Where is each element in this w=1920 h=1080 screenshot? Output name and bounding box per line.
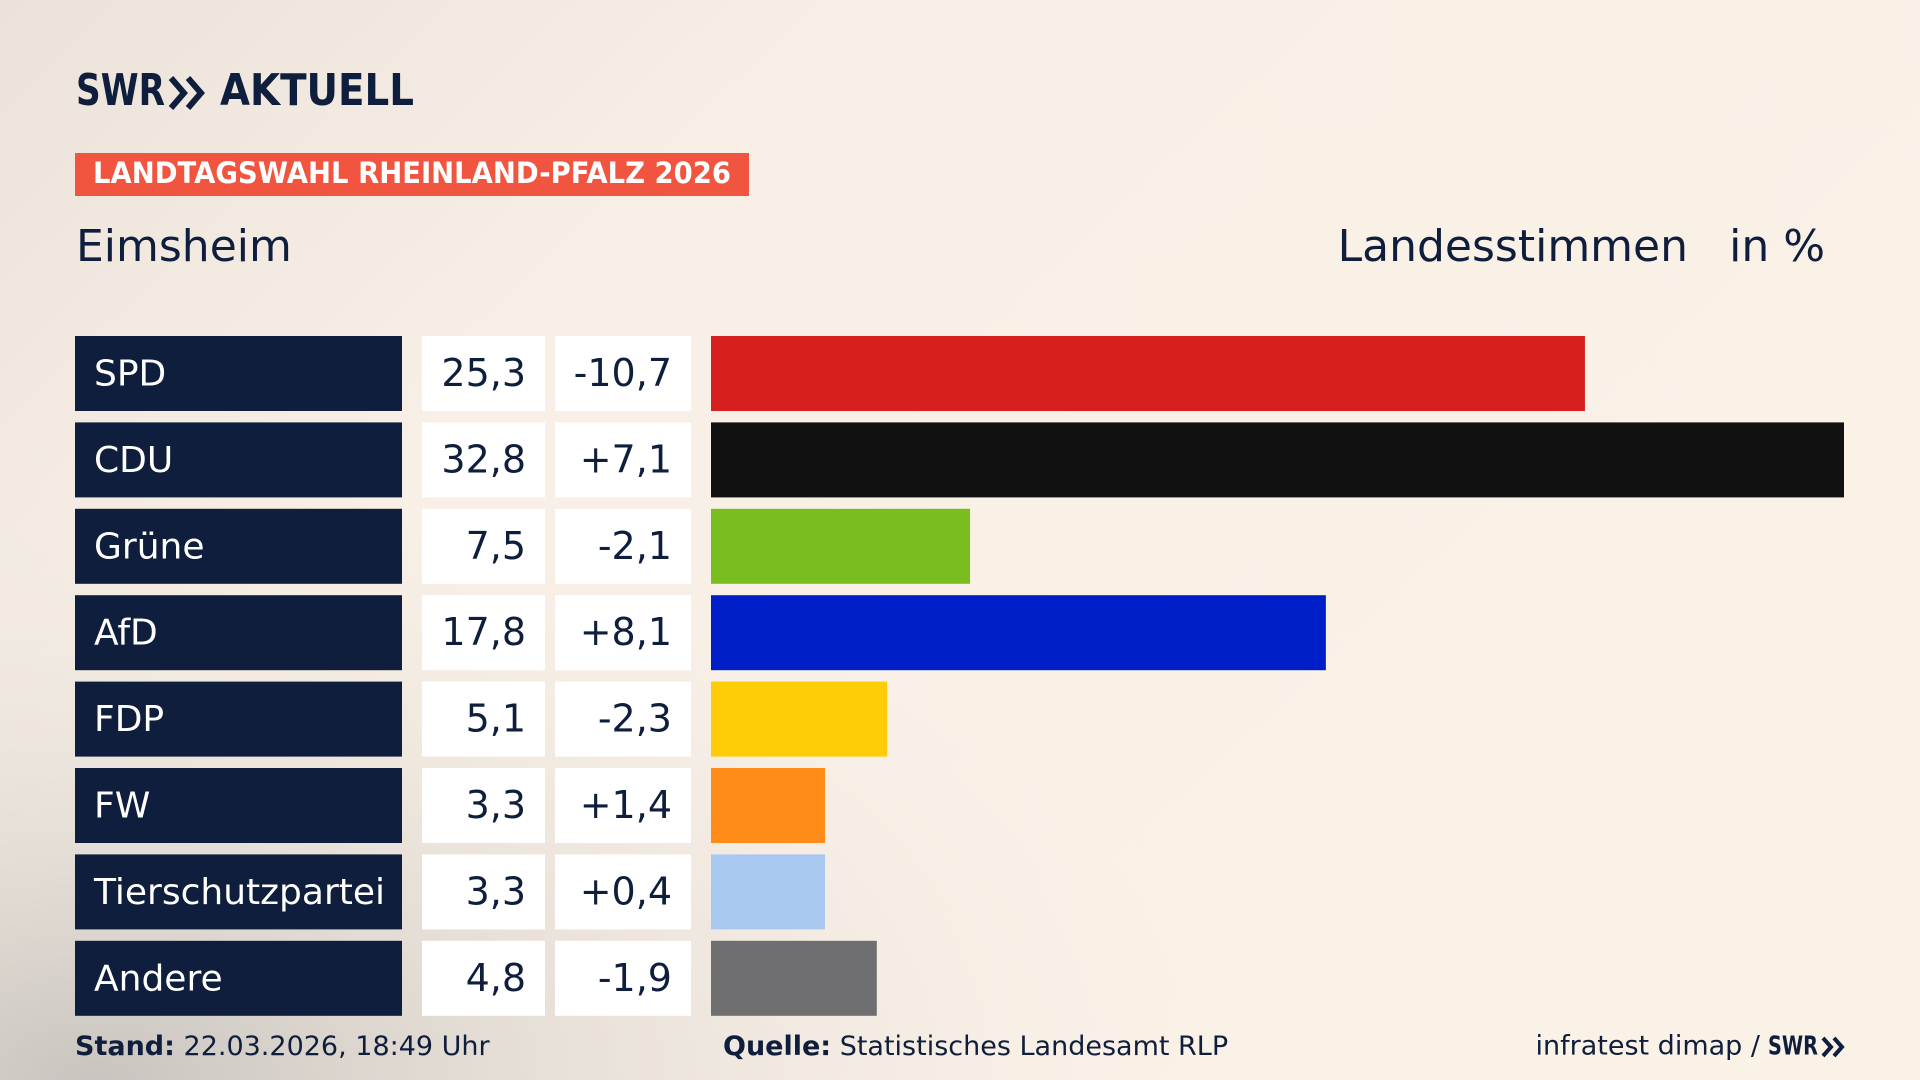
party-label: SPD xyxy=(94,354,166,395)
value-cell xyxy=(422,681,545,757)
source: Quelle: Statistisches Landesamt RLP xyxy=(723,1031,1228,1062)
bar xyxy=(711,681,888,757)
change-cell xyxy=(555,681,691,757)
change-cell xyxy=(555,595,691,671)
change-label: +1,4 xyxy=(580,783,672,827)
party-label: CDU xyxy=(94,440,173,481)
change-cell xyxy=(555,508,691,584)
party-cell xyxy=(75,422,402,498)
change-cell xyxy=(555,940,691,1016)
bar xyxy=(711,854,825,930)
value-label: 5,1 xyxy=(466,697,526,741)
logo: SWR xyxy=(76,65,165,116)
party-cell xyxy=(75,854,402,930)
party-cell xyxy=(75,768,402,843)
credit-logo: SWR xyxy=(1768,1032,1818,1062)
party-label: Grüne xyxy=(94,526,204,567)
bar xyxy=(711,336,1585,411)
change-cell xyxy=(555,422,691,498)
change-label: +0,4 xyxy=(580,869,672,913)
source-label: Quelle: xyxy=(723,1031,831,1062)
party-label: AfD xyxy=(94,613,158,654)
value-cell xyxy=(422,508,545,584)
party-cell xyxy=(75,595,402,671)
party-label: FW xyxy=(94,786,150,827)
value-label: 25,3 xyxy=(441,351,526,395)
chart-title: LANDTAGSWAHL RHEINLAND-PFALZ 2026 xyxy=(93,156,731,190)
bar xyxy=(711,768,825,843)
bar xyxy=(711,940,877,1016)
value-cell xyxy=(422,336,545,411)
change-label: +8,1 xyxy=(580,610,672,654)
party-label: Tierschutzpartei xyxy=(93,872,385,913)
stand-value: 22.03.2026, 18:49 Uhr xyxy=(184,1031,491,1062)
party-cell xyxy=(75,336,402,411)
value-label: 4,8 xyxy=(466,956,526,1000)
change-label: +7,1 xyxy=(580,437,672,481)
change-cell xyxy=(555,768,691,843)
value-label: 7,5 xyxy=(466,524,526,568)
party-cell xyxy=(75,508,402,584)
bar xyxy=(711,422,1844,498)
value-label: 32,8 xyxy=(441,437,526,481)
bar xyxy=(711,595,1326,671)
party-cell xyxy=(75,681,402,757)
value-cell xyxy=(422,854,545,930)
credit-chevrons xyxy=(1821,1036,1845,1058)
party-label: Andere xyxy=(94,958,223,999)
stand: Stand: 22.03.2026, 18:49 Uhr xyxy=(75,1031,491,1062)
change-cell xyxy=(555,336,691,411)
value-cell xyxy=(422,940,545,1016)
title-banner xyxy=(75,153,749,196)
value-cell xyxy=(422,595,545,671)
value-cell xyxy=(422,422,545,498)
change-label: -10,7 xyxy=(574,351,672,395)
change-label: -2,1 xyxy=(598,524,672,568)
change-label: -2,3 xyxy=(598,697,672,741)
logo-chevrons xyxy=(168,76,205,110)
value-cell xyxy=(422,768,545,843)
value-label: 3,3 xyxy=(466,783,526,827)
party-cell xyxy=(75,940,402,1016)
stand-label: Stand: xyxy=(75,1031,175,1062)
source-value: Statistisches Landesamt RLP xyxy=(840,1031,1228,1062)
product-name: AKTUELL xyxy=(220,65,414,116)
credit: infratest dimap / xyxy=(1535,1031,1760,1062)
bar xyxy=(711,508,971,584)
subtitle: Eimsheim xyxy=(76,221,292,272)
party-label: FDP xyxy=(94,699,164,740)
change-cell xyxy=(555,854,691,930)
value-label: 3,3 xyxy=(466,869,526,913)
change-label: -1,9 xyxy=(598,956,672,1000)
value-label: 17,8 xyxy=(441,610,526,654)
unit: in % xyxy=(1729,221,1825,272)
measure: Landesstimmen xyxy=(1338,221,1688,272)
